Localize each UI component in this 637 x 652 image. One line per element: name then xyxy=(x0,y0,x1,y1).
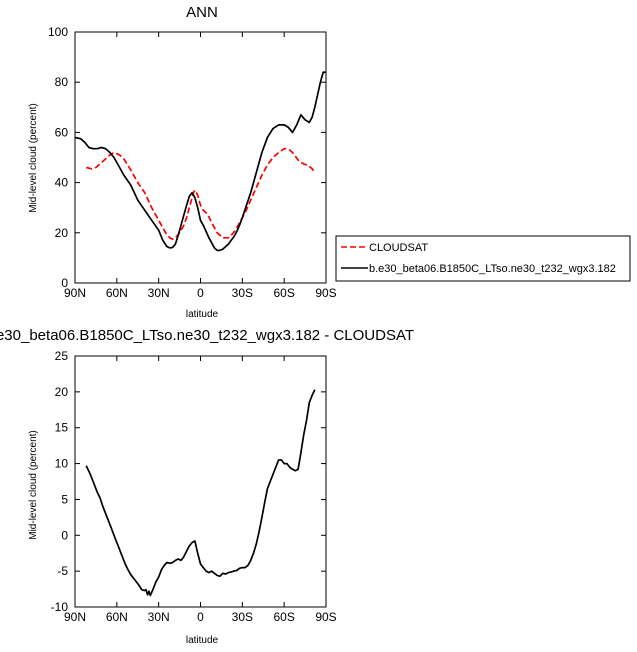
chart-bottom-y-tick-label: -10 xyxy=(51,600,69,614)
chart-bottom-y-tick-label: 25 xyxy=(55,349,69,363)
chart-bottom-y-tick-label: -5 xyxy=(57,564,68,578)
chart-top-y-tick-label: 40 xyxy=(55,176,69,190)
chart-top-title: ANN xyxy=(186,4,218,21)
chart-top-x-tick-label: 60N xyxy=(106,286,128,300)
chart-bottom-y-tick-label: 10 xyxy=(55,457,69,471)
chart-top-y-tick-label: 80 xyxy=(55,75,69,89)
chart-top: ANN Mid-level cloud (percent) latitude 9… xyxy=(28,4,337,320)
chart-bottom-y-tick-label: 20 xyxy=(55,385,69,399)
chart-top-x-tick-label: 90N xyxy=(64,286,86,300)
chart-bottom-y-tick-label: 5 xyxy=(61,492,68,506)
chart-top-y-tick-label: 20 xyxy=(55,226,69,240)
chart-bottom-x-tick-label: 60S xyxy=(273,610,294,624)
chart-bottom-y-axis-label: Mid-level cloud (percent) xyxy=(28,430,39,540)
chart-top-x-tick-label: 30S xyxy=(232,286,253,300)
chart-bottom-x-tick-label: 90N xyxy=(64,610,86,624)
chart-bottom-y-tick-label: 15 xyxy=(55,421,69,435)
chart-top-x-tick-label: 90S xyxy=(315,286,336,300)
chart-top-series-line-2 xyxy=(74,71,326,252)
chart-bottom: e30_beta06.B1850C_LTso.ne30_t232_wgx3.18… xyxy=(0,327,414,646)
chart-bottom-x-tick-label: 30S xyxy=(232,610,253,624)
chart-bottom-title: e30_beta06.B1850C_LTso.ne30_t232_wgx3.18… xyxy=(0,327,414,344)
chart-bottom-x-axis-label: latitude xyxy=(186,635,219,646)
chart-top-y-tick-label: 60 xyxy=(55,125,69,139)
chart-bottom-series-line-1 xyxy=(85,389,316,597)
chart-top-x-tick-label: 60S xyxy=(273,286,294,300)
legend-label-model: b.e30_beta06.B1850C_LTso.ne30_t232_wgx3.… xyxy=(369,263,616,275)
legend: CLOUDSAT b.e30_beta06.B1850C_LTso.ne30_t… xyxy=(335,235,631,282)
chart-top-y-tick-label: 100 xyxy=(48,25,68,39)
chart-top-series-line-1 xyxy=(86,147,316,240)
chart-bottom-y-tick-label: 0 xyxy=(61,528,68,542)
chart-top-y-tick-label: 0 xyxy=(61,276,68,290)
chart-top-x-tick-label: 30N xyxy=(148,286,170,300)
chart-bottom-x-tick-label: 60N xyxy=(106,610,128,624)
chart-top-y-axis-label: Mid-level cloud (percent) xyxy=(28,103,39,213)
chart-bottom-plot-frame xyxy=(74,355,327,608)
chart-bottom-x-tick-label: 90S xyxy=(315,610,336,624)
chart-bottom-x-tick-label: 30N xyxy=(148,610,170,624)
chart-bottom-x-tick-label: 0 xyxy=(197,610,204,624)
legend-box xyxy=(335,235,631,282)
chart-top-x-tick-label: 0 xyxy=(197,286,204,300)
chart-top-x-axis-label: latitude xyxy=(186,309,219,320)
chart-top-plot-frame xyxy=(74,31,327,284)
legend-label-cloudsat: CLOUDSAT xyxy=(369,242,428,254)
